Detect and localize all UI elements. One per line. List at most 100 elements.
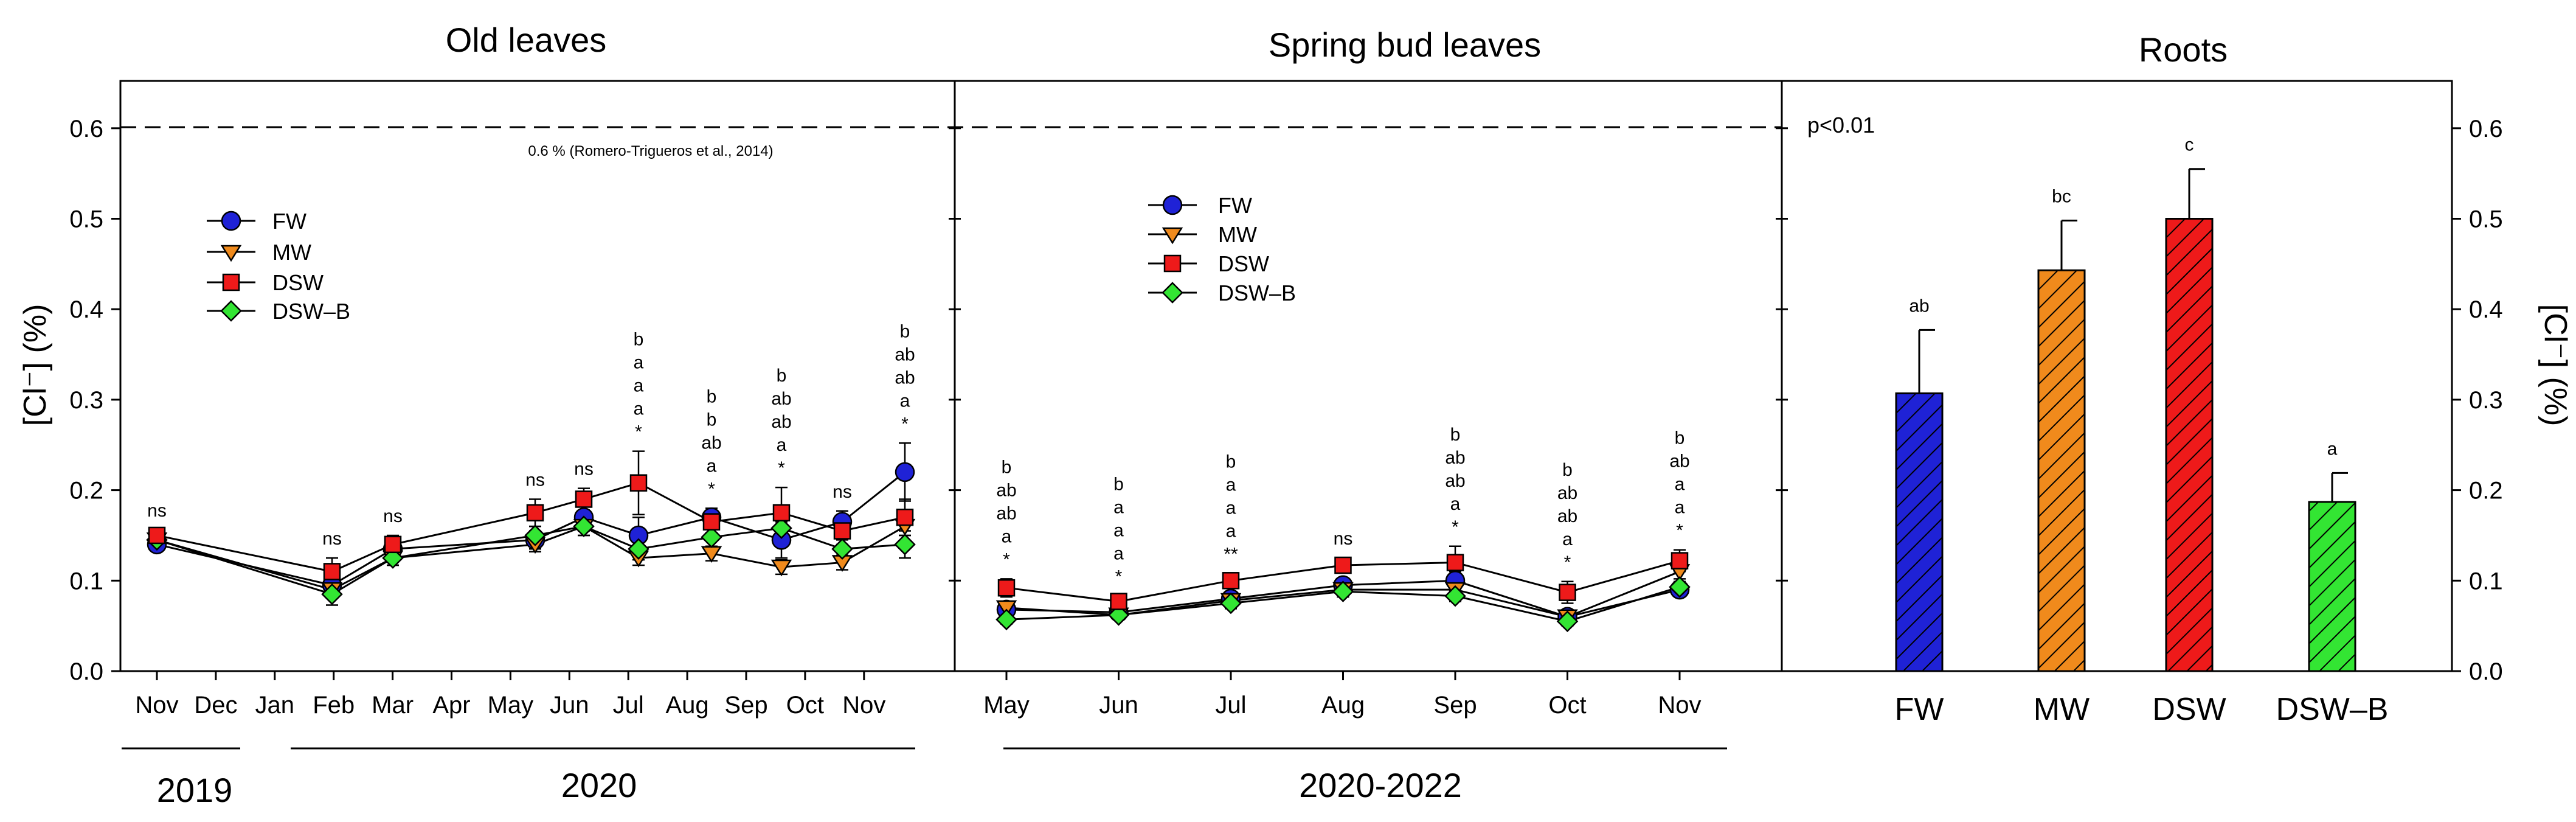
bar-hatch-dsw — [2166, 218, 2212, 671]
sig-label: a — [634, 353, 644, 373]
x-tick-label: Aug — [1321, 692, 1365, 719]
old-leaves-legend: FW MW DSW DSW–B — [207, 209, 350, 324]
sig-label: ab — [701, 433, 721, 453]
legend-label-fw: FW — [272, 209, 306, 234]
y-tick-label-left: 0.5 — [69, 206, 103, 233]
x-tick-label: Dec — [194, 692, 237, 719]
x-tick-label: Jun — [550, 692, 589, 719]
bar-letter: a — [2327, 439, 2338, 459]
y-tick-label-right: 0.5 — [2469, 206, 2503, 233]
legend-label-dsw-b: DSW–B — [272, 299, 350, 324]
old-leaves-series — [146, 442, 916, 606]
legend-marker-fw — [221, 211, 241, 231]
x-tick-label: May — [488, 692, 534, 719]
sig-label: b — [1113, 475, 1124, 495]
point-dsw — [833, 522, 851, 540]
sig-label: * — [635, 422, 642, 442]
spring-bud-x-axis: May Jun Jul Aug Sep Oct Nov — [983, 671, 1702, 719]
x-tick-label: Mar — [372, 692, 414, 719]
point-mw — [770, 559, 792, 577]
sig-label: * — [1564, 552, 1571, 573]
x-tick-label: Jul — [613, 692, 644, 719]
x-tick-label: Jul — [1215, 692, 1246, 719]
x-tick-label: May — [983, 692, 1030, 719]
panel-divider-ticks — [949, 127, 1788, 672]
roots-pvalue: p<0.01 — [1807, 113, 1875, 138]
sig-label: * — [778, 458, 785, 478]
point-dsw-b — [1556, 610, 1579, 632]
x-tick-label: Oct — [1548, 692, 1586, 719]
legend2-label-dsw-b: DSW–B — [1218, 280, 1296, 305]
point-dsw — [1334, 556, 1352, 574]
y-axis-right: 0.0 0.1 0.2 0.3 0.4 0.5 0.6 — [2452, 116, 2503, 685]
sig-label: ab — [1669, 451, 1689, 472]
x-tick-label: Aug — [666, 692, 709, 719]
bar-category-label: DSW–B — [2276, 692, 2389, 727]
sig-label: ab — [996, 503, 1016, 523]
point-dsw-b — [770, 517, 792, 539]
point-dsw — [1222, 572, 1240, 590]
legend2-marker-dsw-b — [1162, 282, 1183, 304]
x-tick-label: Oct — [786, 692, 824, 719]
sig-ns: ns — [833, 482, 852, 502]
y-tick-label-right: 0.2 — [2469, 478, 2503, 504]
y-tick-label-left: 0.6 — [69, 116, 103, 142]
y-tick-label-right: 0.4 — [2469, 296, 2503, 323]
x-tick-label: Nov — [135, 692, 178, 719]
sig-label: * — [1003, 549, 1010, 569]
sig-label: a — [1562, 529, 1573, 549]
legend-marker-dsw — [222, 273, 240, 291]
sig-label: * — [1452, 517, 1459, 537]
line-dsw — [156, 482, 905, 573]
bar-category-label: DSW — [2152, 692, 2226, 727]
sig-label: b — [1675, 428, 1685, 448]
reference-label: 0.6 % (Romero-Trigueros et al., 2014) — [528, 143, 773, 159]
point-dsw-b — [701, 526, 722, 548]
y-axis-label-right: [Cl⁻] (%) — [2538, 304, 2573, 427]
point-dsw-b — [628, 538, 649, 560]
sig-label: b — [707, 409, 717, 430]
point-dsw-b — [524, 524, 546, 546]
panel-roots-frame — [1781, 80, 2453, 672]
sig-label: ab — [1445, 471, 1465, 491]
legend-marker-mw — [220, 245, 242, 262]
point-dsw — [629, 474, 648, 492]
sig-label: a — [1002, 526, 1012, 546]
sig-label: a — [1226, 475, 1236, 495]
sig-label: ab — [895, 367, 915, 388]
point-dsw-b — [1444, 585, 1466, 607]
sig-label: a — [777, 435, 787, 455]
y-tick-label-right: 0.6 — [2469, 116, 2503, 142]
point-dsw — [772, 504, 791, 522]
x-tick-label: Sep — [724, 692, 767, 719]
point-dsw — [1446, 554, 1464, 571]
sig-ns: ns — [322, 529, 342, 549]
x-tick-label: Jan — [255, 692, 295, 719]
sig-label: a — [1675, 475, 1685, 495]
title-old-leaves: Old leaves — [446, 21, 607, 59]
sig-label: ab — [996, 480, 1016, 500]
sig-label: * — [1676, 521, 1683, 541]
sig-label: a — [900, 391, 910, 411]
point-dsw-b — [1220, 592, 1242, 615]
legend2-marker-mw — [1162, 227, 1183, 245]
sig-label: b — [1450, 425, 1461, 445]
sig-label: a — [1226, 498, 1236, 518]
point-dsw-b — [321, 583, 343, 605]
point-dsw — [1559, 583, 1576, 601]
sig-label: a — [1675, 498, 1685, 518]
y-tick-label-right: 0.1 — [2469, 568, 2503, 594]
point-dsw — [526, 504, 544, 522]
spring-bud-series — [995, 545, 1691, 632]
sig-ns: ns — [525, 470, 545, 490]
sig-label: a — [634, 376, 644, 396]
legend2-label-dsw: DSW — [1218, 251, 1269, 276]
bar-hatch-mw — [2038, 270, 2085, 671]
sig-label: ab — [1557, 506, 1577, 526]
x-tick-label: Jun — [1099, 692, 1138, 719]
sig-label: b — [634, 330, 644, 350]
point-dsw — [1671, 552, 1689, 569]
x-tick-label: Nov — [842, 692, 885, 719]
point-dsw — [323, 563, 341, 580]
